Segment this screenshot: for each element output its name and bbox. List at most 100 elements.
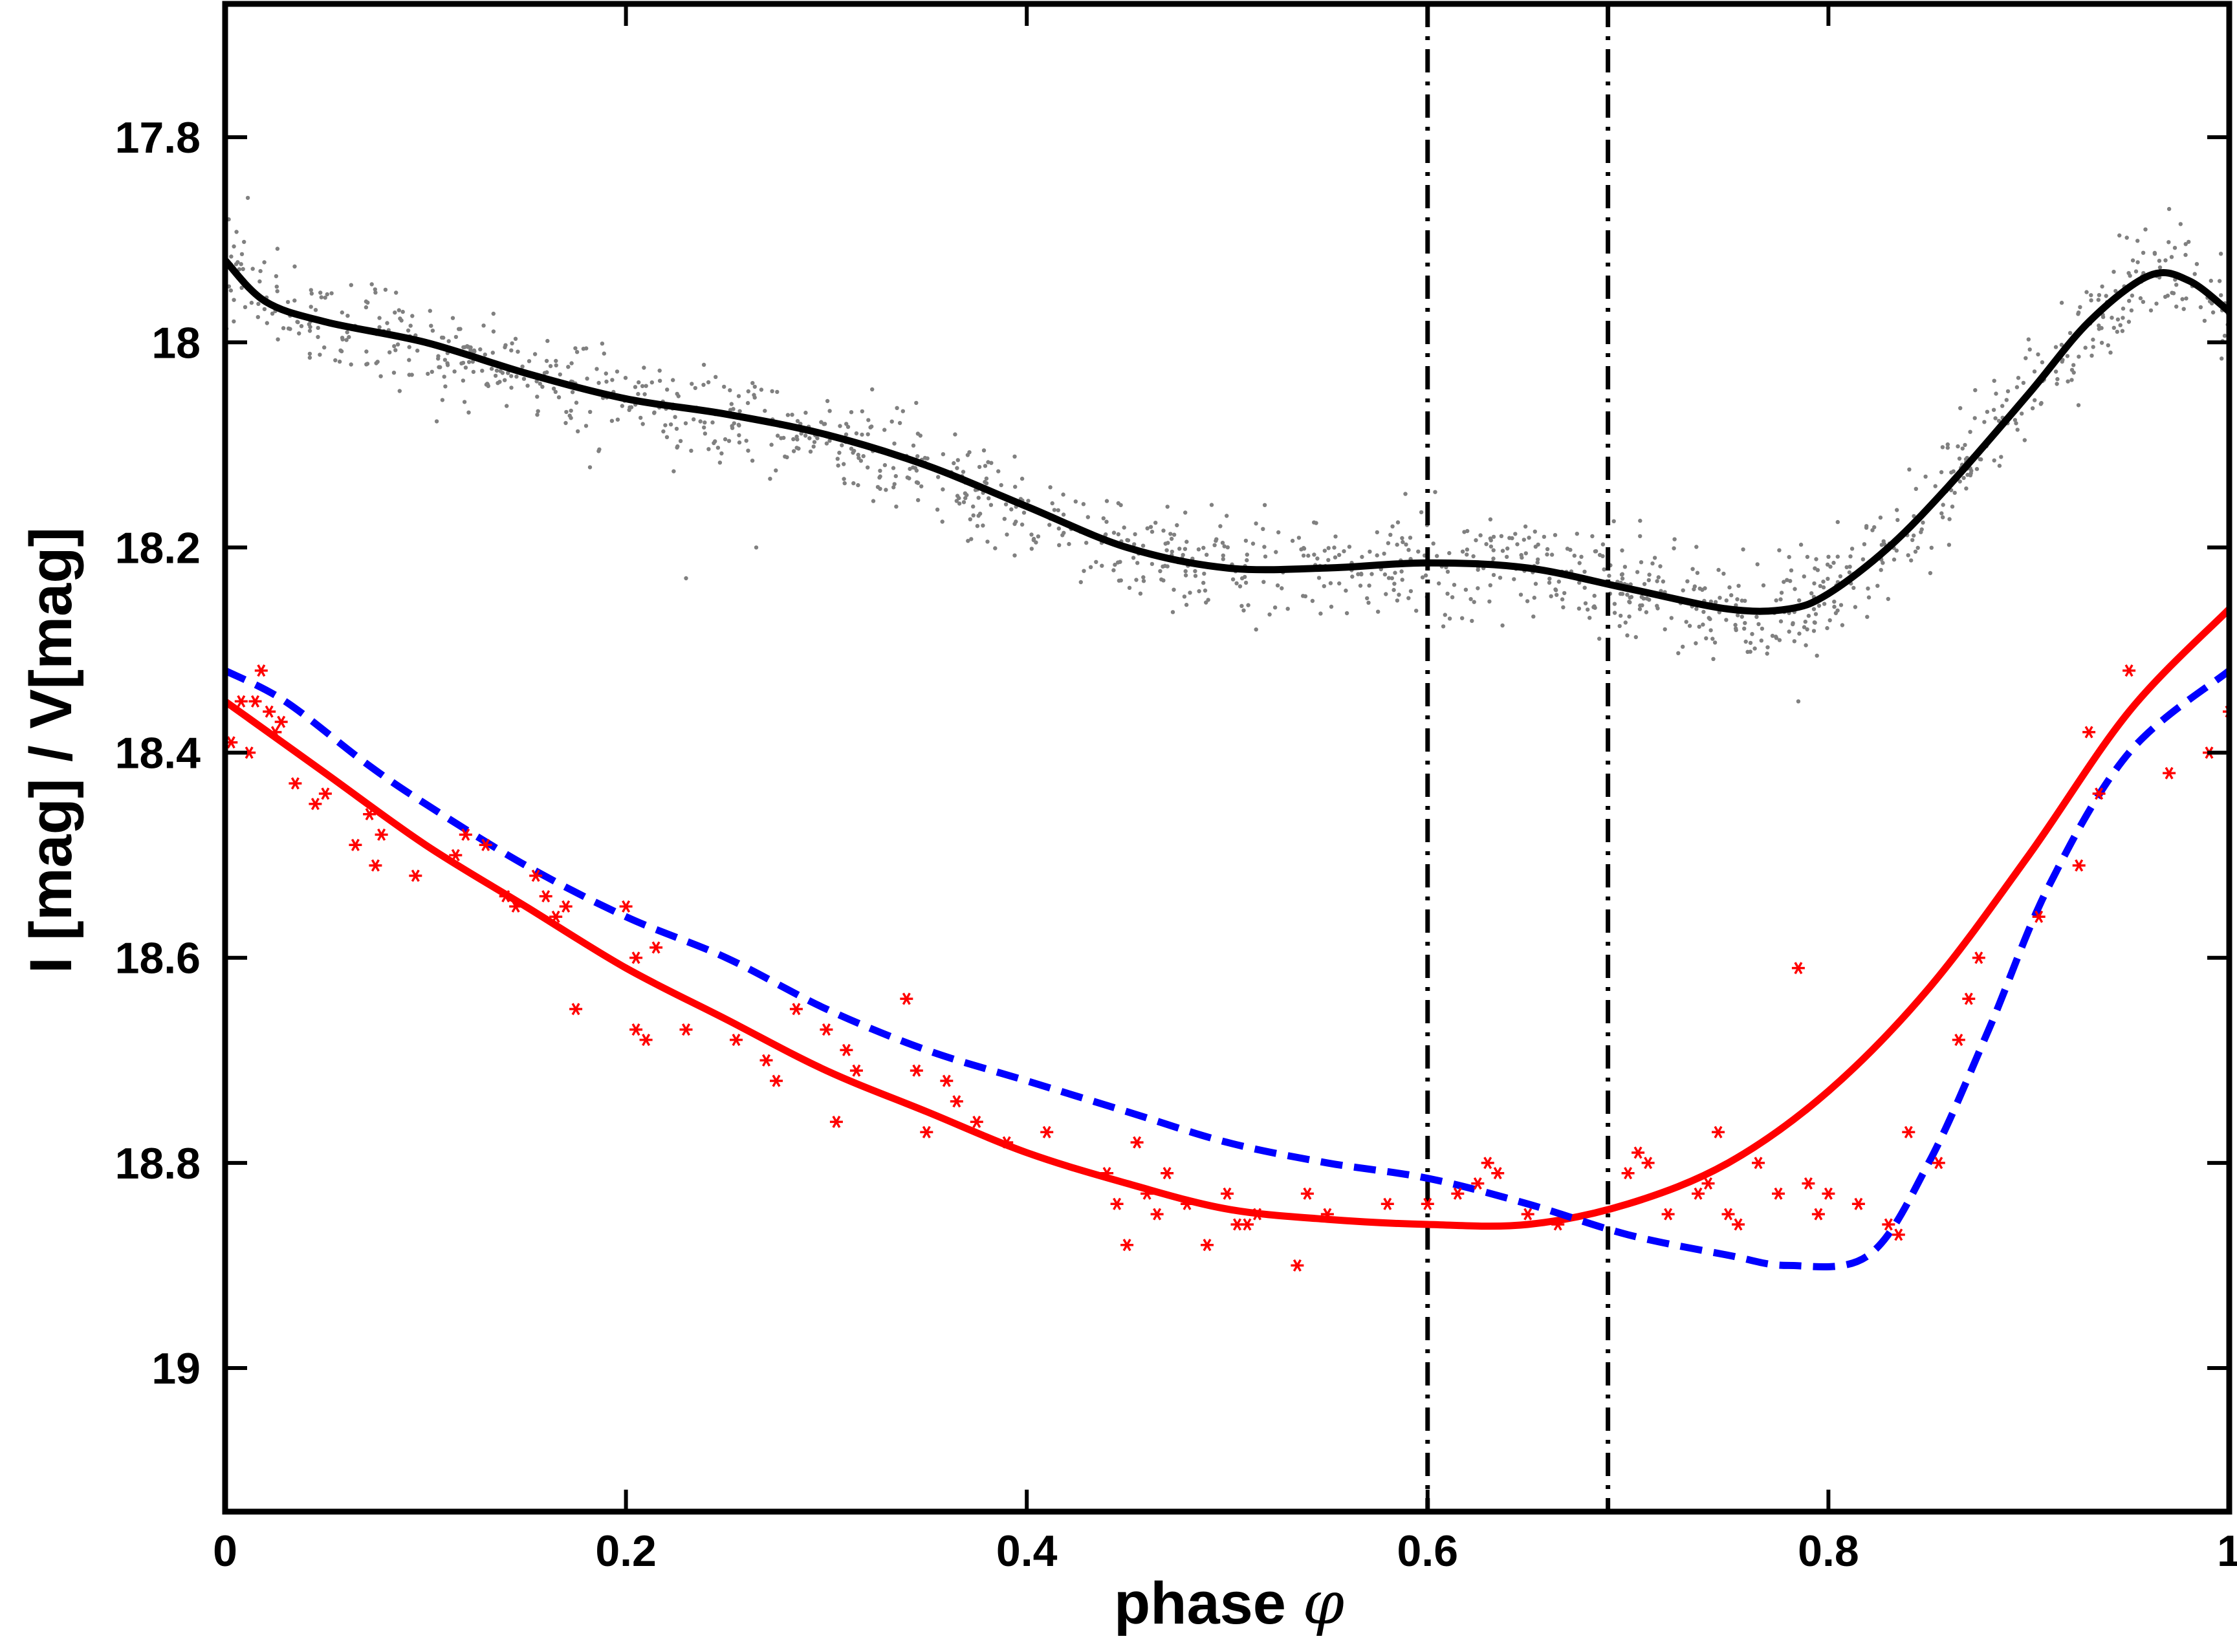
i-band-point xyxy=(940,519,944,524)
i-band-point xyxy=(1322,549,1327,553)
i-band-point xyxy=(1978,457,1982,462)
v-band-point-stroke xyxy=(1293,1259,1302,1272)
v-band-point-stroke xyxy=(1633,1146,1642,1159)
v-band-point xyxy=(1962,992,1976,1005)
i-band-point xyxy=(706,380,711,385)
i-band-point xyxy=(429,323,433,328)
i-band-point xyxy=(1929,545,1934,550)
i-band-point xyxy=(1512,577,1516,581)
i-band-point xyxy=(490,351,495,355)
i-band-point xyxy=(1193,569,1197,574)
i-band-point xyxy=(807,436,812,440)
i-band-point xyxy=(570,390,575,395)
v-band-point-stroke xyxy=(622,900,631,913)
i-band-point xyxy=(1741,547,1745,552)
i-band-point xyxy=(1020,522,1025,527)
i-band-point xyxy=(1183,569,1188,574)
i-band-point xyxy=(2053,369,2058,374)
i-band-point xyxy=(1755,562,1760,567)
i-band-point xyxy=(1593,549,1598,554)
v-band-point-stroke xyxy=(1303,1187,1312,1200)
i-band-point xyxy=(2113,288,2118,294)
i-band-point xyxy=(737,409,742,413)
i-band-point xyxy=(1958,406,1963,411)
v-band-point xyxy=(1732,1218,1745,1231)
i-band-point xyxy=(1408,536,1413,540)
i-band-point xyxy=(500,371,505,375)
i-band-point xyxy=(1999,455,2003,459)
i-band-point xyxy=(604,371,608,376)
i-band-point xyxy=(729,402,734,406)
i-band-point xyxy=(1002,517,1007,521)
i-band-point xyxy=(366,300,370,305)
v-band-point-stroke xyxy=(1774,1187,1783,1200)
i-band-point xyxy=(1646,578,1651,583)
i-band-point xyxy=(1866,586,1870,591)
i-band-point xyxy=(1619,572,1624,577)
i-band-point xyxy=(440,398,445,402)
i-band-point xyxy=(2026,337,2031,342)
i-band-point xyxy=(882,462,888,468)
v-band-point-stroke xyxy=(1113,1197,1122,1210)
i-band-point xyxy=(276,337,280,342)
i-band-point xyxy=(1828,564,1833,569)
i-band-point xyxy=(1450,595,1455,600)
i-band-point xyxy=(316,325,320,331)
i-band-point xyxy=(516,349,520,354)
v-band-point-stroke xyxy=(1974,951,1983,964)
i-band-point xyxy=(719,451,724,456)
i-band-point xyxy=(683,421,688,426)
v-band-point-stroke xyxy=(265,705,274,718)
i-band-point xyxy=(1133,532,1137,537)
i-band-point xyxy=(1241,608,1246,613)
i-band-point xyxy=(856,452,860,457)
i-band-point xyxy=(878,468,882,473)
i-band-point xyxy=(1100,563,1104,568)
i-band-point xyxy=(779,436,783,440)
v-band-point-stroke xyxy=(681,1023,691,1036)
i-band-point xyxy=(1183,573,1188,578)
i-band-point xyxy=(868,425,873,429)
i-band-point xyxy=(1193,574,1198,578)
i-band-point xyxy=(1805,554,1810,560)
v-band-point xyxy=(1791,962,1805,975)
i-band-point xyxy=(309,288,313,292)
i-band-point xyxy=(394,290,398,295)
i-band-point xyxy=(1625,633,1630,638)
v-band-point xyxy=(1822,1187,1835,1200)
i-band-point xyxy=(2020,411,2024,416)
i-band-point xyxy=(1384,592,1388,596)
i-band-point xyxy=(852,448,857,453)
v-band-point xyxy=(849,1064,863,1077)
v-band-point-stroke xyxy=(481,838,490,851)
i-band-point xyxy=(1522,538,1526,542)
i-band-point xyxy=(471,369,476,375)
v-band-point xyxy=(759,1054,773,1067)
v-band-point xyxy=(529,869,543,882)
i-band-point xyxy=(915,481,921,485)
v-band-point xyxy=(1772,1187,1785,1200)
i-band-point xyxy=(640,422,645,426)
i-band-point xyxy=(668,422,673,427)
i-band-point xyxy=(483,353,487,357)
i-band-point xyxy=(257,279,262,284)
v-band-point xyxy=(2032,910,2046,923)
v-band-point-stroke xyxy=(1122,1239,1131,1252)
v-band-point xyxy=(549,910,563,923)
i-band-point xyxy=(489,366,494,371)
v-band-point xyxy=(2163,766,2176,779)
i-band-point xyxy=(1433,490,1437,494)
i-band-point xyxy=(1779,591,1784,595)
i-band-point xyxy=(674,426,679,431)
i-band-point xyxy=(1276,530,1281,535)
i-band-point xyxy=(585,376,589,381)
i-band-point xyxy=(551,386,556,391)
v-band-point-stroke xyxy=(1252,1208,1262,1221)
i-band-point xyxy=(936,475,941,479)
i-band-point xyxy=(1177,547,1182,551)
i-band-point xyxy=(642,365,646,370)
i-band-point xyxy=(503,343,508,347)
i-band-point xyxy=(1416,549,1421,554)
i-band-point xyxy=(1445,591,1450,596)
